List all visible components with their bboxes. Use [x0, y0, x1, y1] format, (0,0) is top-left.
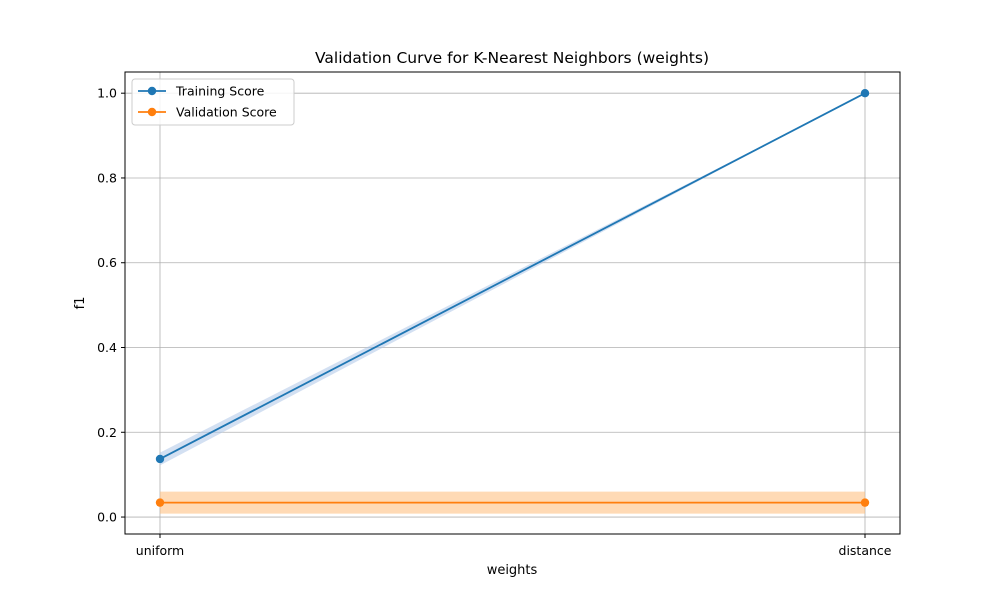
x-tick-label: uniform	[136, 543, 184, 558]
legend: Training Score Validation Score	[131, 78, 295, 126]
y-tick-label: 0.8	[97, 170, 117, 185]
chart-title: Validation Curve for K-Nearest Neighbors…	[315, 49, 709, 67]
data-point-training	[860, 88, 870, 98]
y-tick-label: 0.4	[97, 340, 117, 355]
grid-layer	[125, 72, 900, 534]
legend-label: Training Score	[175, 84, 265, 99]
legend-frame	[131, 78, 295, 126]
y-tick-label: 1.0	[97, 86, 117, 101]
y-tick-label: 0.0	[97, 510, 117, 525]
data-point-training	[155, 454, 165, 464]
y-axis-label: f1	[73, 297, 88, 310]
series-line-training	[159, 92, 866, 460]
legend-marker	[147, 107, 157, 117]
data-point-validation	[860, 498, 870, 507]
confidence-band-training	[160, 93, 865, 466]
legend-label: Validation Score	[176, 105, 277, 120]
y-tick-label: 0.6	[97, 255, 117, 270]
series-lines	[155, 88, 870, 507]
legend-marker	[147, 86, 157, 96]
axis-ticks: 0.0 0.2 0.4 0.6 0.8 1.0 uniform distance	[97, 86, 892, 558]
confidence-bands	[160, 93, 865, 514]
data-point-validation	[155, 498, 165, 507]
x-axis-label: weights	[487, 563, 538, 578]
y-tick-label: 0.2	[97, 425, 117, 440]
x-tick-label: distance	[839, 543, 892, 558]
plot-area-frame	[124, 71, 901, 535]
